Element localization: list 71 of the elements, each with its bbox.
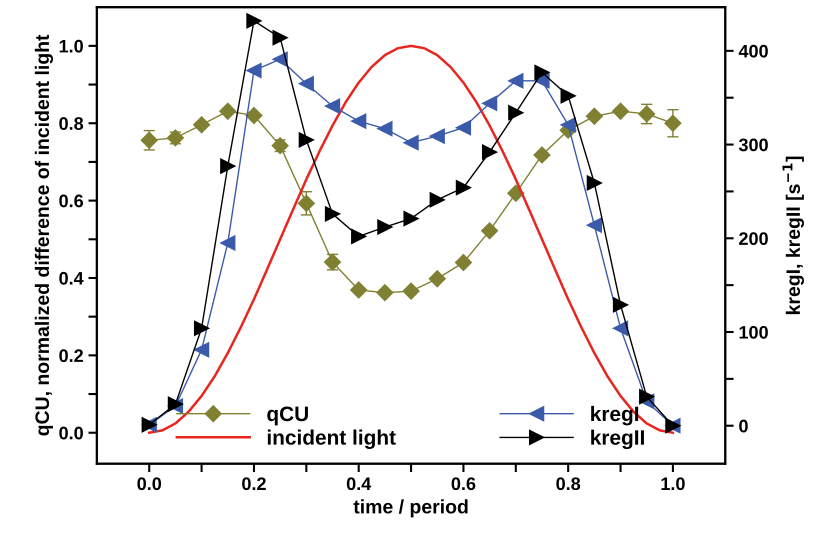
point — [639, 389, 654, 404]
point — [324, 98, 340, 114]
point — [324, 206, 340, 222]
y-tick-label: 0.8 — [59, 117, 84, 130]
point — [377, 120, 393, 136]
point — [350, 281, 368, 299]
y-tick-label: 1.0 — [60, 40, 83, 53]
x-axis-title: time / period — [354, 499, 468, 518]
point — [377, 219, 393, 235]
point — [430, 128, 445, 144]
point — [430, 192, 445, 208]
point — [272, 30, 288, 46]
point — [351, 114, 366, 129]
point — [219, 102, 236, 120]
legend-label: incident light — [268, 429, 396, 450]
point — [376, 284, 394, 302]
point — [403, 210, 419, 226]
point — [454, 254, 472, 272]
y-tick-label: 0.0 — [59, 426, 83, 440]
y2-tick-label: 200 — [739, 232, 768, 246]
point — [140, 132, 158, 149]
point — [456, 180, 472, 196]
y2-tick-label: 300 — [738, 138, 768, 152]
point — [586, 218, 602, 233]
legend-label: kregII — [591, 430, 644, 450]
point — [246, 62, 262, 78]
point — [298, 132, 314, 148]
x-tick-label: 0.4 — [346, 477, 372, 490]
legend-label: qCU — [267, 406, 308, 426]
point — [482, 144, 498, 160]
point — [664, 114, 682, 132]
point — [560, 88, 576, 104]
y2-axis-title: kregI, kregII [s$^{−1}$] — [782, 156, 804, 314]
point — [298, 194, 315, 212]
point — [351, 228, 366, 244]
point — [246, 13, 262, 28]
point — [508, 105, 524, 120]
x-tick-label: 0.0 — [137, 477, 162, 490]
point — [402, 282, 420, 300]
x-tick-label: 0.2 — [242, 477, 266, 490]
y2-tick-label: 400 — [738, 44, 768, 58]
point — [482, 96, 498, 111]
point — [194, 342, 210, 358]
point — [586, 175, 602, 191]
x-tick-label: 0.8 — [556, 477, 580, 490]
point — [612, 102, 630, 120]
point — [403, 135, 419, 150]
point — [560, 117, 576, 133]
y-tick-label: 0.4 — [59, 272, 84, 285]
point — [456, 120, 472, 136]
y2-tick-label: 0 — [739, 420, 748, 432]
x-tick-label: 1.0 — [661, 477, 685, 490]
point — [586, 108, 603, 125]
point — [220, 158, 236, 174]
y-tick-label: 0.2 — [59, 349, 83, 362]
point — [298, 76, 314, 92]
y2-tick-label: 100 — [740, 326, 768, 339]
x-tick-label: 0.6 — [452, 477, 476, 490]
point — [612, 297, 628, 312]
legend-label: kregI — [591, 406, 638, 426]
point — [194, 320, 210, 336]
point — [534, 64, 550, 80]
point — [533, 146, 551, 164]
y-tick-label: 0.6 — [59, 194, 84, 208]
point — [508, 73, 524, 88]
point — [220, 235, 236, 251]
point — [245, 106, 263, 124]
y-axis-title: qCU, normalized difference of incident light — [34, 34, 54, 436]
point — [481, 222, 498, 240]
point — [193, 116, 210, 134]
point — [428, 270, 446, 288]
